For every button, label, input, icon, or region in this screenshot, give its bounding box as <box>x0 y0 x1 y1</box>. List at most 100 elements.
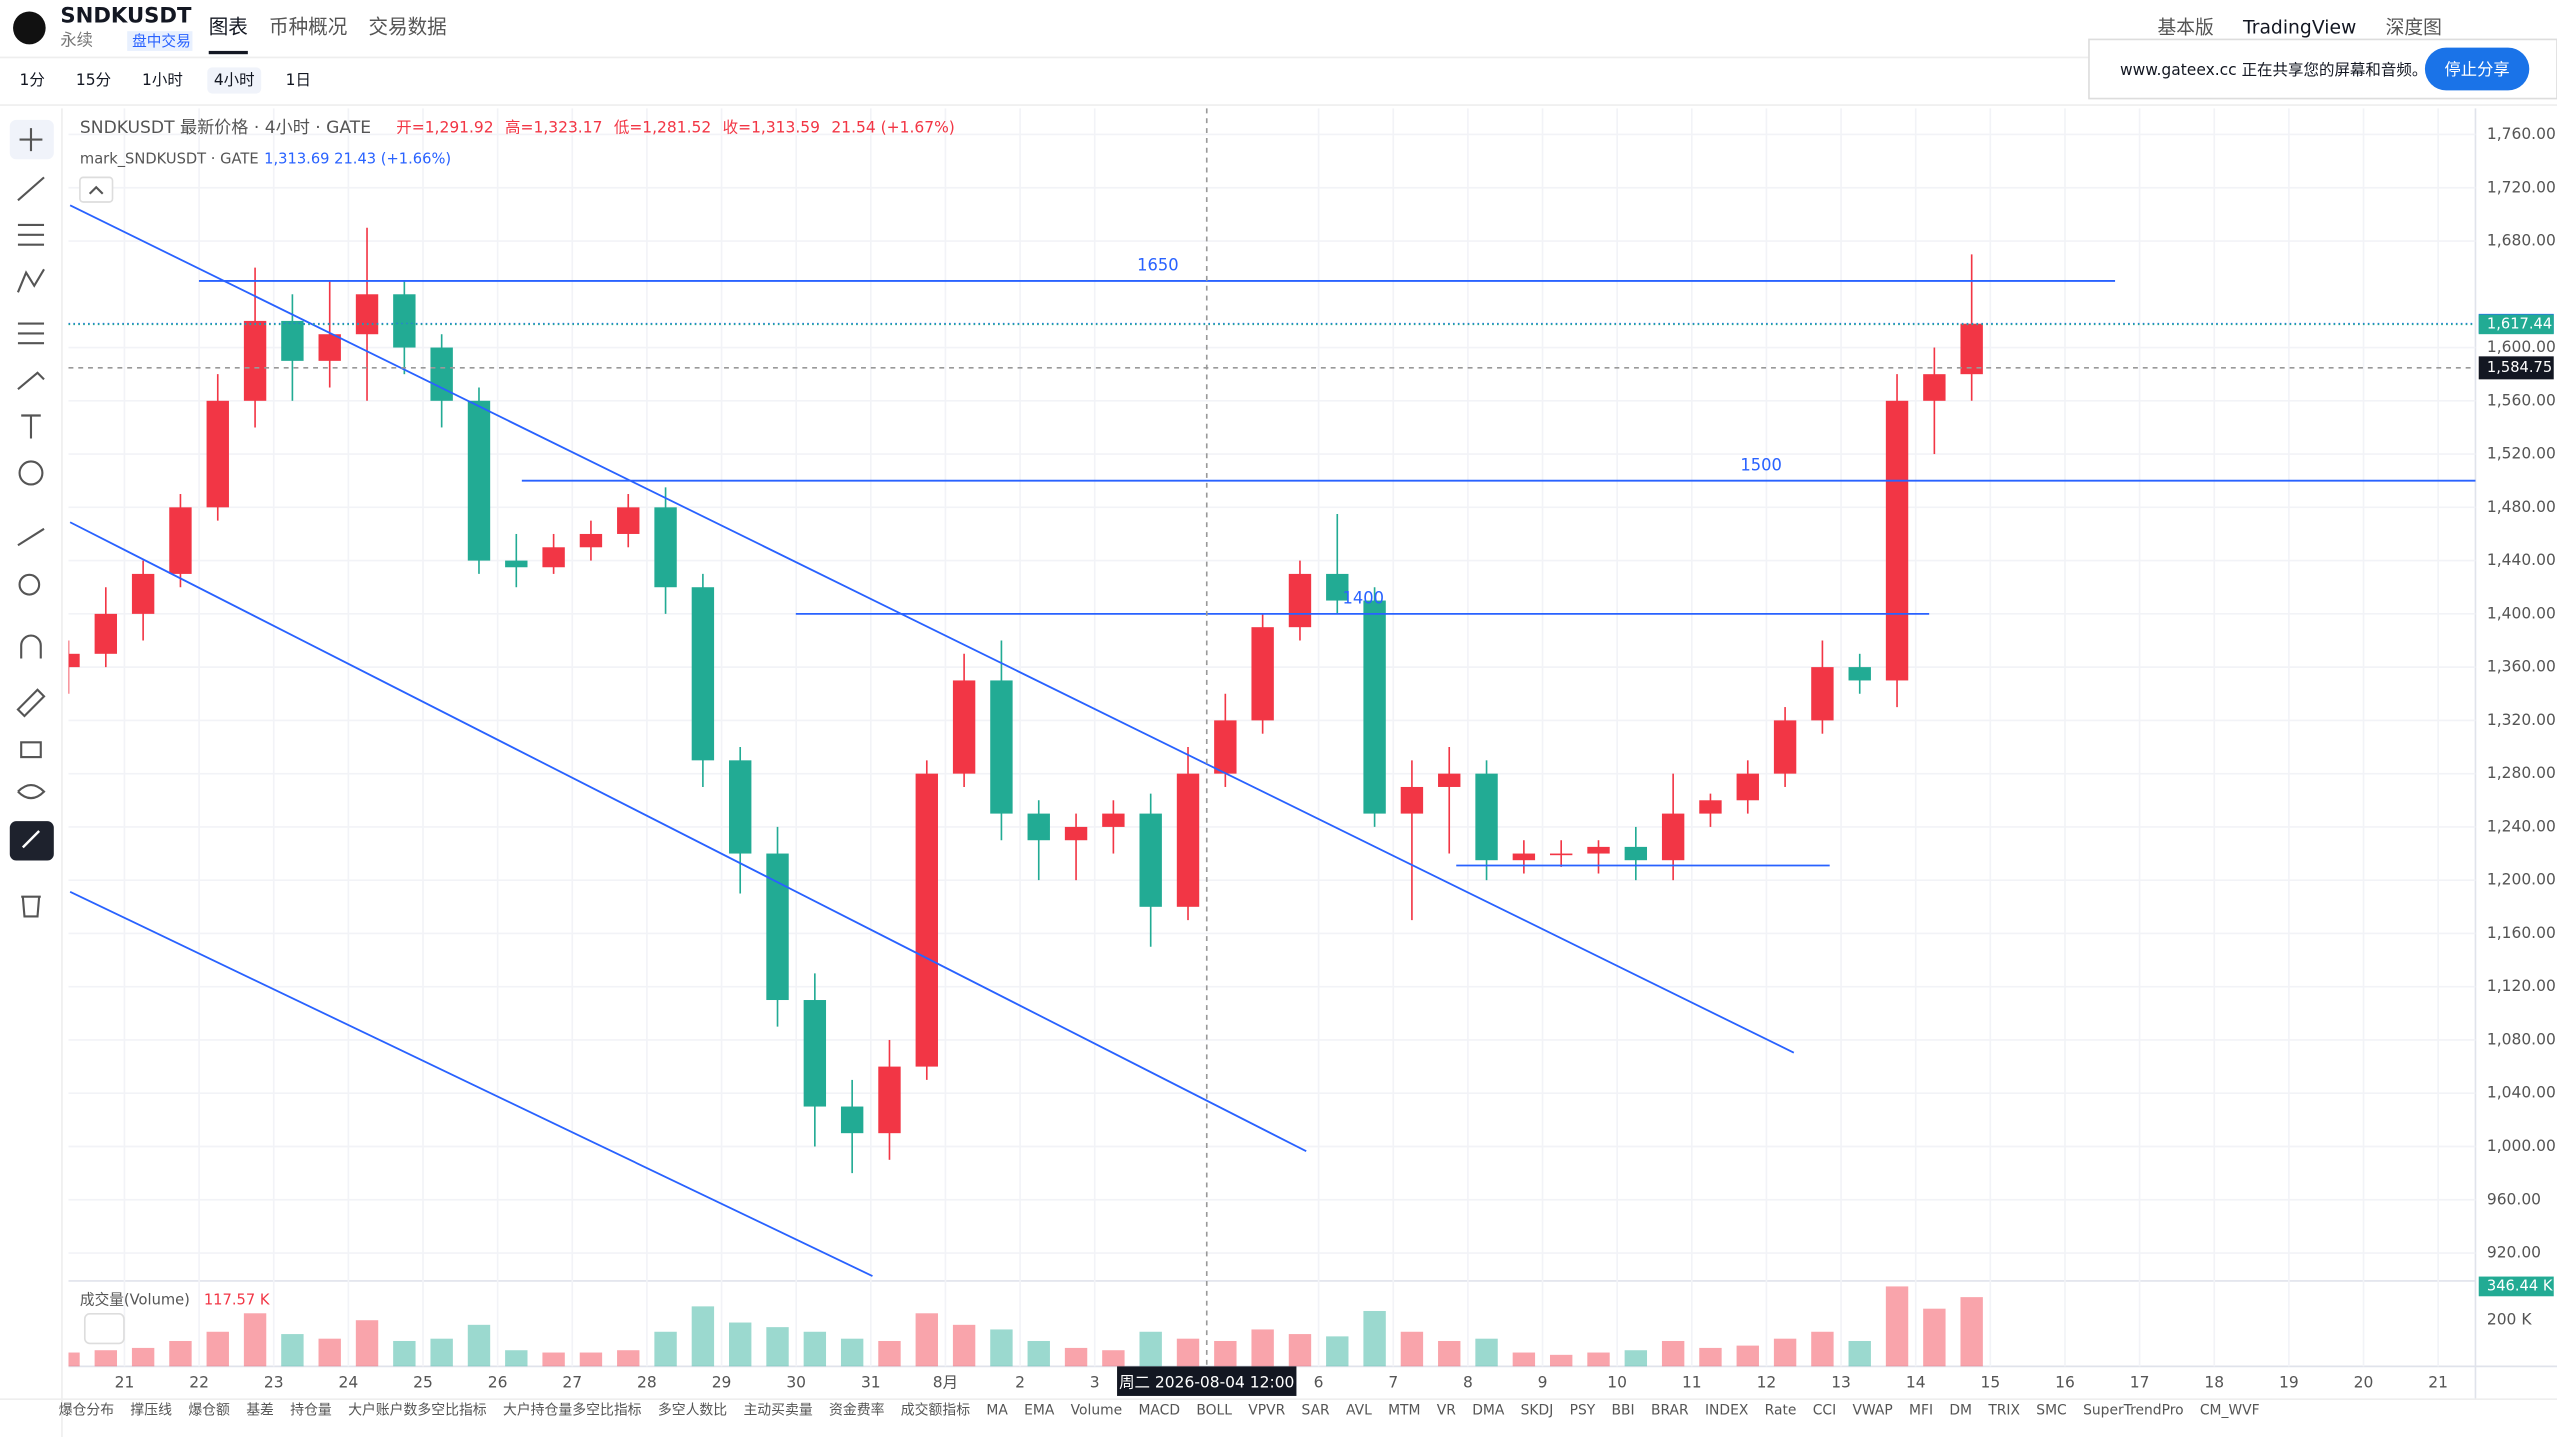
mark-legend: mark_SNDKUSDT · GATE <box>80 150 259 167</box>
indicator-tab[interactable]: DM <box>1949 1403 1972 1419</box>
header-tab[interactable]: 图表 <box>209 15 248 38</box>
candle-body <box>915 773 938 1067</box>
x-tick-label: 14 <box>1906 1373 1926 1391</box>
crosshair-time-bg <box>1117 1366 1297 1396</box>
stop-share-label[interactable]: 停止分享 <box>2444 60 2509 79</box>
volume-last: 117.57 K <box>204 1292 270 1309</box>
indicator-tab[interactable]: 成交额指标 <box>901 1402 970 1419</box>
tool-lock-draw[interactable] <box>16 688 46 718</box>
volume-bar <box>691 1306 715 1367</box>
interval[interactable]: 1日 <box>286 71 311 89</box>
indicator-tab[interactable]: PSY <box>1570 1403 1596 1419</box>
indicator-tab[interactable]: SMC <box>2036 1403 2066 1419</box>
indicator-tab[interactable]: 资金费率 <box>829 1402 885 1419</box>
volume-bar <box>952 1324 976 1367</box>
x-tick-label: 18 <box>2204 1373 2224 1391</box>
view-tab[interactable]: 基本版 <box>2157 16 2213 38</box>
indicator-tab[interactable]: BBI <box>1612 1403 1635 1419</box>
collapse-button[interactable] <box>79 176 114 203</box>
tool-cross[interactable] <box>19 128 43 152</box>
x-tick-label: 6 <box>1314 1373 1324 1391</box>
indicator-tab[interactable]: 多空人数比 <box>658 1402 727 1419</box>
indicator-tab[interactable]: 主动买卖量 <box>743 1403 812 1419</box>
indicator-tab[interactable]: DMA <box>1472 1403 1505 1419</box>
header-tab[interactable]: 交易数据 <box>368 15 446 38</box>
indicator-tab[interactable]: 爆仓分布 <box>59 1403 115 1419</box>
indicator-tab[interactable]: Volume <box>1071 1403 1123 1419</box>
y-tick-label: 1,000.00 <box>2487 1137 2556 1155</box>
y-tick-label: 1,080.00 <box>2487 1030 2556 1048</box>
tool-emoji[interactable] <box>18 460 44 486</box>
indicator-tab[interactable]: EMA <box>1024 1403 1055 1419</box>
indicator-tab[interactable]: 大户持仓量多空比指标 <box>503 1402 642 1419</box>
tool-link[interactable] <box>9 821 54 861</box>
tool-text[interactable] <box>21 414 41 439</box>
y-tick-label: 1,120.00 <box>2487 977 2556 995</box>
y-tick-label: 1,400.00 <box>2487 604 2556 622</box>
volume-bar <box>579 1352 603 1367</box>
indicator-tab[interactable]: 大户账户数多空比指标 <box>348 1402 487 1419</box>
volume-bar <box>1288 1334 1312 1367</box>
indicator-tab[interactable]: TRIX <box>1987 1403 2020 1419</box>
tool-trash[interactable] <box>21 895 41 918</box>
view-tab[interactable]: 深度图 <box>2386 16 2442 38</box>
symbol[interactable]: SNDKUSDT <box>60 3 192 28</box>
tool-zoom[interactable] <box>18 573 41 596</box>
interval[interactable]: 15分 <box>76 71 111 89</box>
tool-magnet[interactable] <box>20 634 42 659</box>
volume-bar <box>131 1347 155 1367</box>
indicator-tab[interactable]: INDEX <box>1705 1403 1749 1419</box>
indicator-tab[interactable]: Rate <box>1765 1403 1797 1419</box>
tool-forecast[interactable] <box>17 322 45 345</box>
indicator-tab[interactable]: BRAR <box>1651 1403 1689 1419</box>
indicator-tab[interactable]: AVL <box>1346 1403 1372 1419</box>
indicator-tab[interactable]: 持仓量 <box>290 1403 332 1419</box>
tool-eye[interactable] <box>17 783 46 800</box>
indicator-tab[interactable]: CCI <box>1813 1403 1836 1419</box>
channel-line[interactable] <box>69 890 873 1277</box>
indicator-tab[interactable]: SKDJ <box>1521 1403 1554 1419</box>
indicator-tab[interactable]: VPVR <box>1248 1403 1285 1419</box>
chart-title: SNDKUSDT 最新价格 · 4小时 · GATE <box>80 118 371 138</box>
indicator-tab[interactable]: SuperTrendPro <box>2083 1403 2184 1419</box>
stop-share-button[interactable] <box>2424 47 2530 91</box>
indicator-tab[interactable]: 撑压线 <box>130 1403 172 1419</box>
indicator-tab[interactable]: VR <box>1437 1403 1456 1419</box>
x-tick-label: 25 <box>413 1373 433 1391</box>
candle-body <box>1438 773 1461 787</box>
mark-values: 1,313.69 21.43 (+1.66%) <box>264 150 451 167</box>
tool-fib[interactable] <box>17 223 45 246</box>
indicator-tab[interactable]: SAR <box>1302 1403 1330 1419</box>
channel-line[interactable] <box>69 521 1307 1153</box>
indicator-tab[interactable]: MFI <box>1909 1403 1933 1419</box>
interval[interactable]: 1小时 <box>142 71 183 89</box>
tool-ruler[interactable] <box>17 527 45 547</box>
indicator-tab[interactable]: MTM <box>1388 1403 1420 1419</box>
y-tick-label: 1,280.00 <box>2487 764 2556 782</box>
tool-pattern[interactable] <box>16 268 45 293</box>
indicator-tab[interactable]: MA <box>986 1403 1008 1419</box>
candle-body <box>68 653 80 668</box>
indicator-tab[interactable]: VWAP <box>1852 1403 1892 1419</box>
header-tab[interactable]: 币种概况 <box>269 15 347 38</box>
x-tick-label: 2 <box>1015 1373 1025 1391</box>
channel-line[interactable] <box>69 204 1795 1054</box>
interval[interactable]: 1分 <box>20 71 45 89</box>
indicator-tab[interactable]: 爆仓额 <box>188 1403 230 1419</box>
indicator-tab[interactable]: MACD <box>1138 1403 1180 1419</box>
tool-line[interactable] <box>17 176 45 202</box>
tool-lock[interactable] <box>20 741 42 759</box>
tool-brush[interactable] <box>17 371 45 391</box>
volume-bar <box>1139 1331 1162 1367</box>
indicator-tab[interactable]: CM_WVF <box>2200 1403 2260 1419</box>
view-tab[interactable]: TradingView <box>2242 17 2356 38</box>
x-tick-label: 8 <box>1463 1373 1473 1391</box>
candle-body <box>617 507 640 534</box>
volume-bar <box>467 1324 491 1367</box>
indicator-tab[interactable]: 基差 <box>246 1402 274 1419</box>
x-tick-label: 15 <box>1980 1373 2000 1391</box>
x-tick-label: 21 <box>2428 1373 2448 1391</box>
interval[interactable]: 4小时 <box>214 71 255 89</box>
indicator-tab[interactable]: BOLL <box>1196 1403 1232 1419</box>
